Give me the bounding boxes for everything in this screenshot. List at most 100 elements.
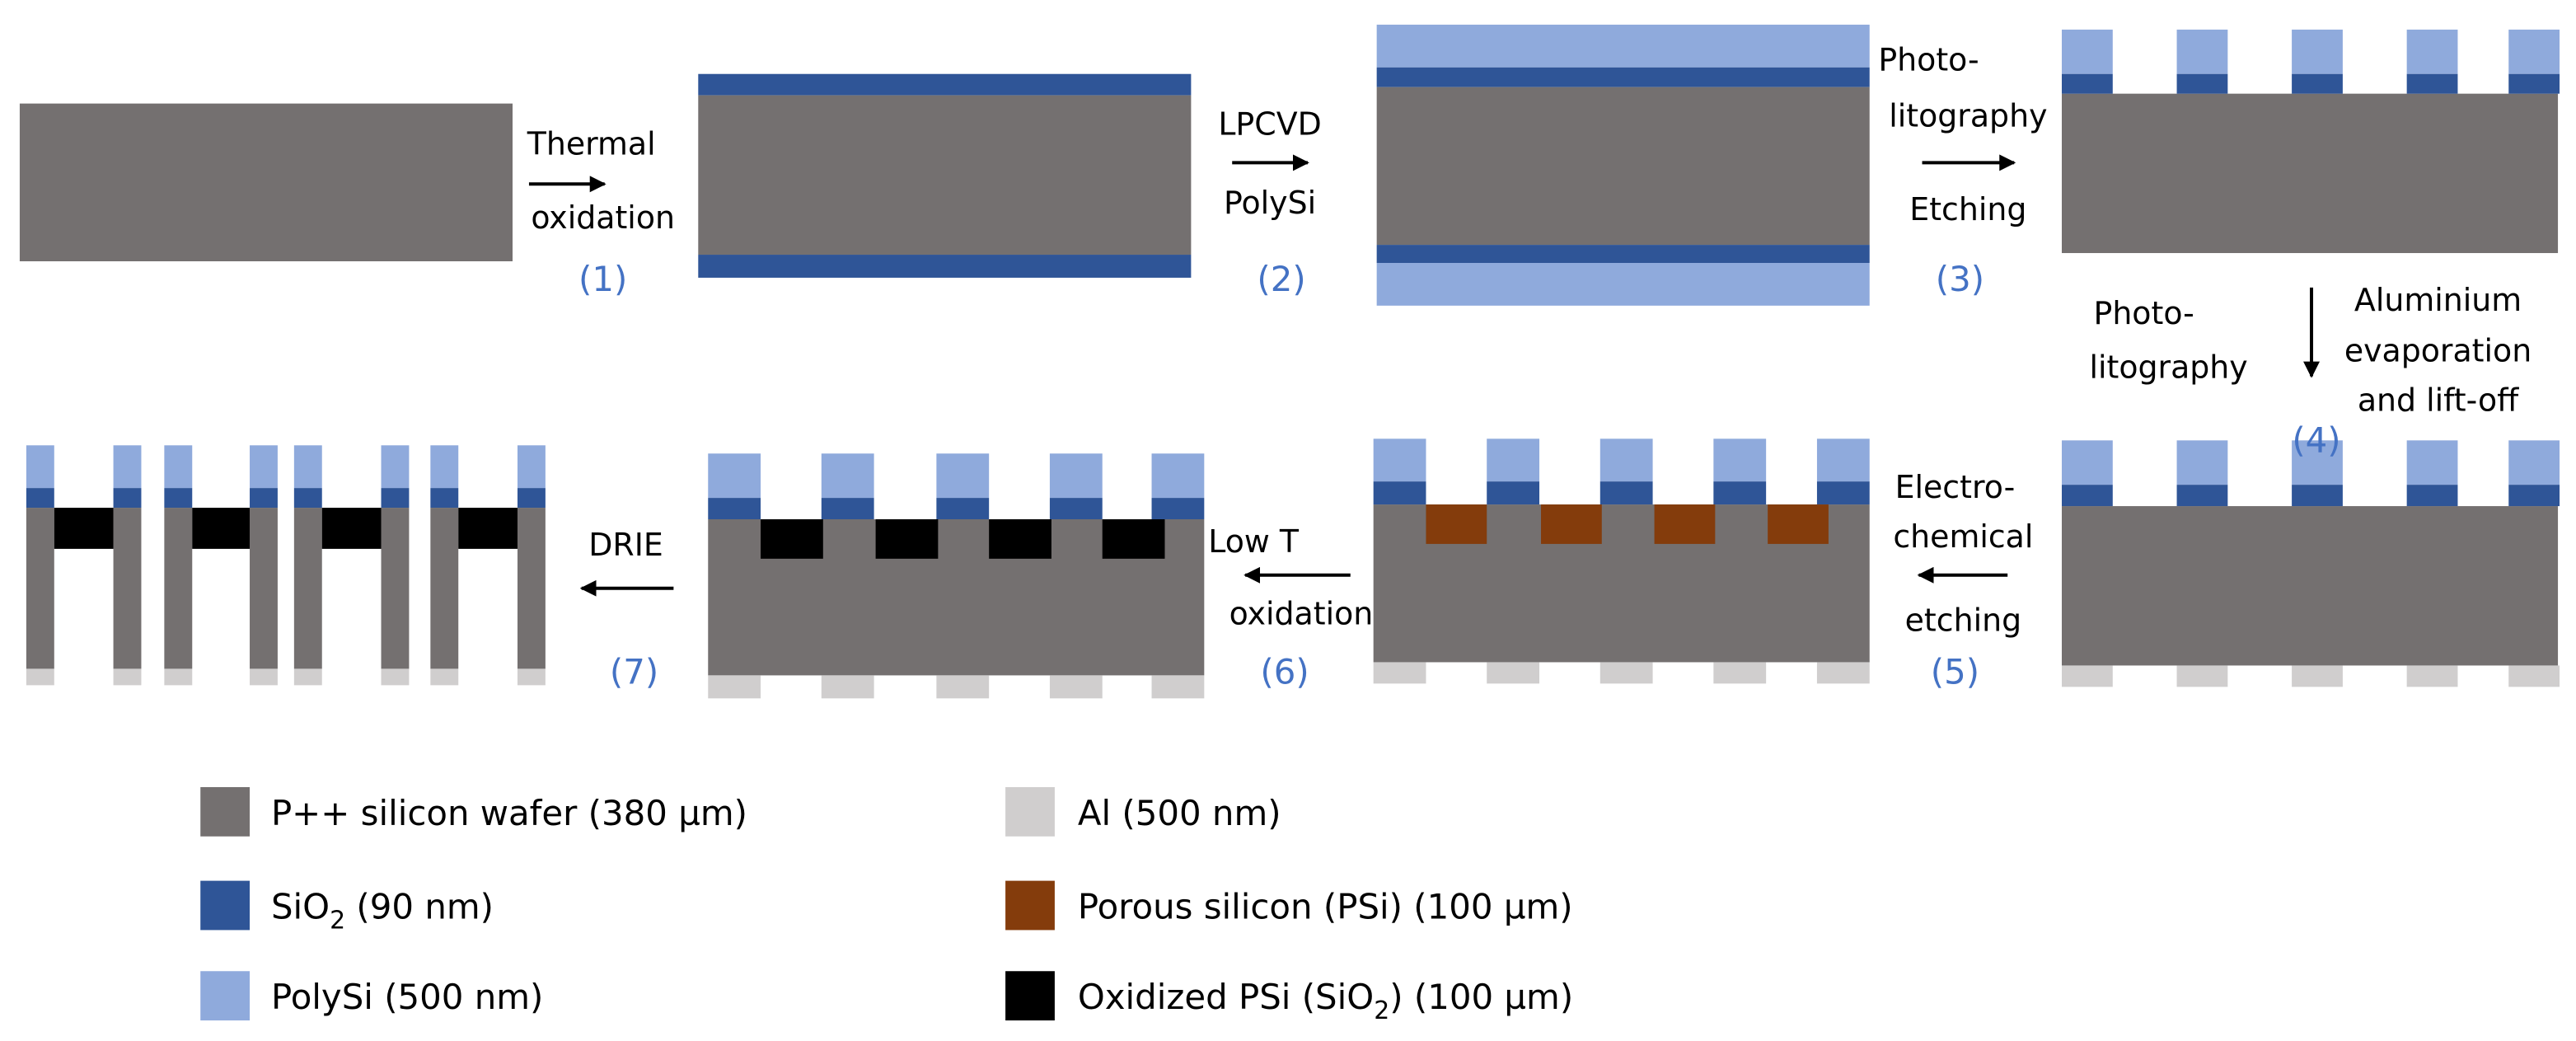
oxide (1376, 67, 1870, 87)
oxide (1376, 245, 1870, 263)
step-text: evaporation (2344, 333, 2532, 369)
polysi (2061, 29, 2113, 74)
silicon (2061, 506, 2559, 666)
legend-label-part: (90 nm) (345, 886, 494, 926)
legend-swatch (1005, 971, 1055, 1021)
step-text: Low T (1208, 523, 1300, 560)
oxide (1713, 481, 1767, 505)
oxide (2508, 485, 2560, 507)
aluminium (1049, 675, 1103, 699)
subscript: 2 (330, 906, 345, 935)
step-number: (3) (1936, 259, 1984, 299)
polysi (250, 445, 278, 489)
step-number: (4) (2292, 420, 2340, 460)
oxide (698, 73, 1192, 96)
oxide (2176, 73, 2228, 94)
legend-swatch (200, 880, 251, 931)
step-text: Etching (1909, 191, 2026, 227)
silicon (1376, 87, 1870, 246)
silicon (113, 508, 142, 669)
polysi (1049, 453, 1103, 499)
step-text: litography (2089, 349, 2247, 386)
polysi (2176, 440, 2228, 485)
oxide (2292, 485, 2343, 507)
legend-label: Al (500 nm) (1078, 793, 1281, 833)
aluminium (1599, 662, 1653, 684)
legend-label: Porous silicon (PSi) (100 µm) (1078, 886, 1573, 926)
legend-label: PolySi (500 nm) (271, 977, 543, 1017)
porous-silicon (1654, 504, 1716, 544)
silicon (2061, 93, 2559, 254)
polysi (1487, 438, 1540, 482)
legend-swatch (1005, 786, 1055, 837)
legend-label: SiO2 (90 nm) (271, 886, 494, 935)
oxide (2406, 485, 2458, 507)
silicon (381, 508, 410, 669)
step-text: chemical (1893, 518, 2033, 555)
aluminium (2508, 665, 2560, 687)
silicon (698, 95, 1192, 256)
silicon (293, 508, 322, 669)
aluminium (1713, 662, 1767, 684)
step-text: Electro- (1895, 469, 2016, 505)
legend-swatch (1005, 880, 1055, 931)
step-text: Photo- (1878, 42, 1979, 78)
silicon (517, 508, 546, 669)
step-text: oxidation (531, 199, 675, 236)
oxide (1373, 481, 1426, 505)
oxide (708, 498, 761, 520)
oxidized-psi (54, 508, 114, 549)
aluminium (936, 675, 990, 699)
polysi (1599, 438, 1653, 482)
step-number: (1) (578, 259, 627, 299)
oxide (113, 488, 142, 509)
oxide (2292, 73, 2343, 94)
polysi (936, 453, 990, 499)
silicon (250, 508, 278, 669)
oxide (1151, 498, 1205, 520)
polysi (2292, 440, 2343, 485)
aluminium (164, 668, 193, 686)
polysi (293, 445, 322, 489)
polysi (2292, 29, 2343, 74)
oxidized-psi (192, 508, 251, 549)
step-number: (5) (1931, 651, 1979, 692)
step-text: Photo- (2093, 295, 2194, 331)
oxide (821, 498, 874, 520)
aluminium (2406, 665, 2458, 687)
legend-label-part: Oxidized PSi (SiO (1078, 977, 1374, 1017)
legend-label: P++ silicon wafer (380 µm) (271, 793, 747, 833)
oxidized-psi (761, 519, 823, 559)
oxide (1599, 481, 1653, 505)
oxide (1487, 481, 1540, 505)
aluminium (293, 668, 322, 686)
oxide (26, 488, 54, 509)
oxide (2508, 73, 2560, 94)
aluminium (2292, 665, 2343, 687)
polysi (164, 445, 193, 489)
legend-label-part: ) (100 µm) (1389, 977, 1573, 1017)
oxide (2176, 485, 2228, 507)
step-text: litography (1889, 98, 2047, 134)
polysi (381, 445, 410, 489)
polysi (1151, 453, 1205, 499)
porous-silicon (1541, 504, 1602, 544)
aluminium (381, 668, 410, 686)
oxidized-psi (875, 519, 939, 559)
silicon (19, 103, 513, 262)
legend-label: Oxidized PSi (SiO2) (100 µm) (1078, 977, 1573, 1025)
oxidized-psi (989, 519, 1051, 559)
polysi (430, 445, 459, 489)
oxide (164, 488, 193, 509)
subscript: 2 (1374, 996, 1389, 1025)
legend-swatch (200, 971, 251, 1021)
porous-silicon (1426, 504, 1487, 544)
oxidized-psi (1102, 519, 1165, 559)
step-text: etching (1905, 603, 2022, 639)
oxide (517, 488, 546, 509)
polysi (2061, 440, 2113, 485)
polysi (2508, 440, 2560, 485)
silicon (164, 508, 193, 669)
polysi (1376, 24, 1870, 68)
